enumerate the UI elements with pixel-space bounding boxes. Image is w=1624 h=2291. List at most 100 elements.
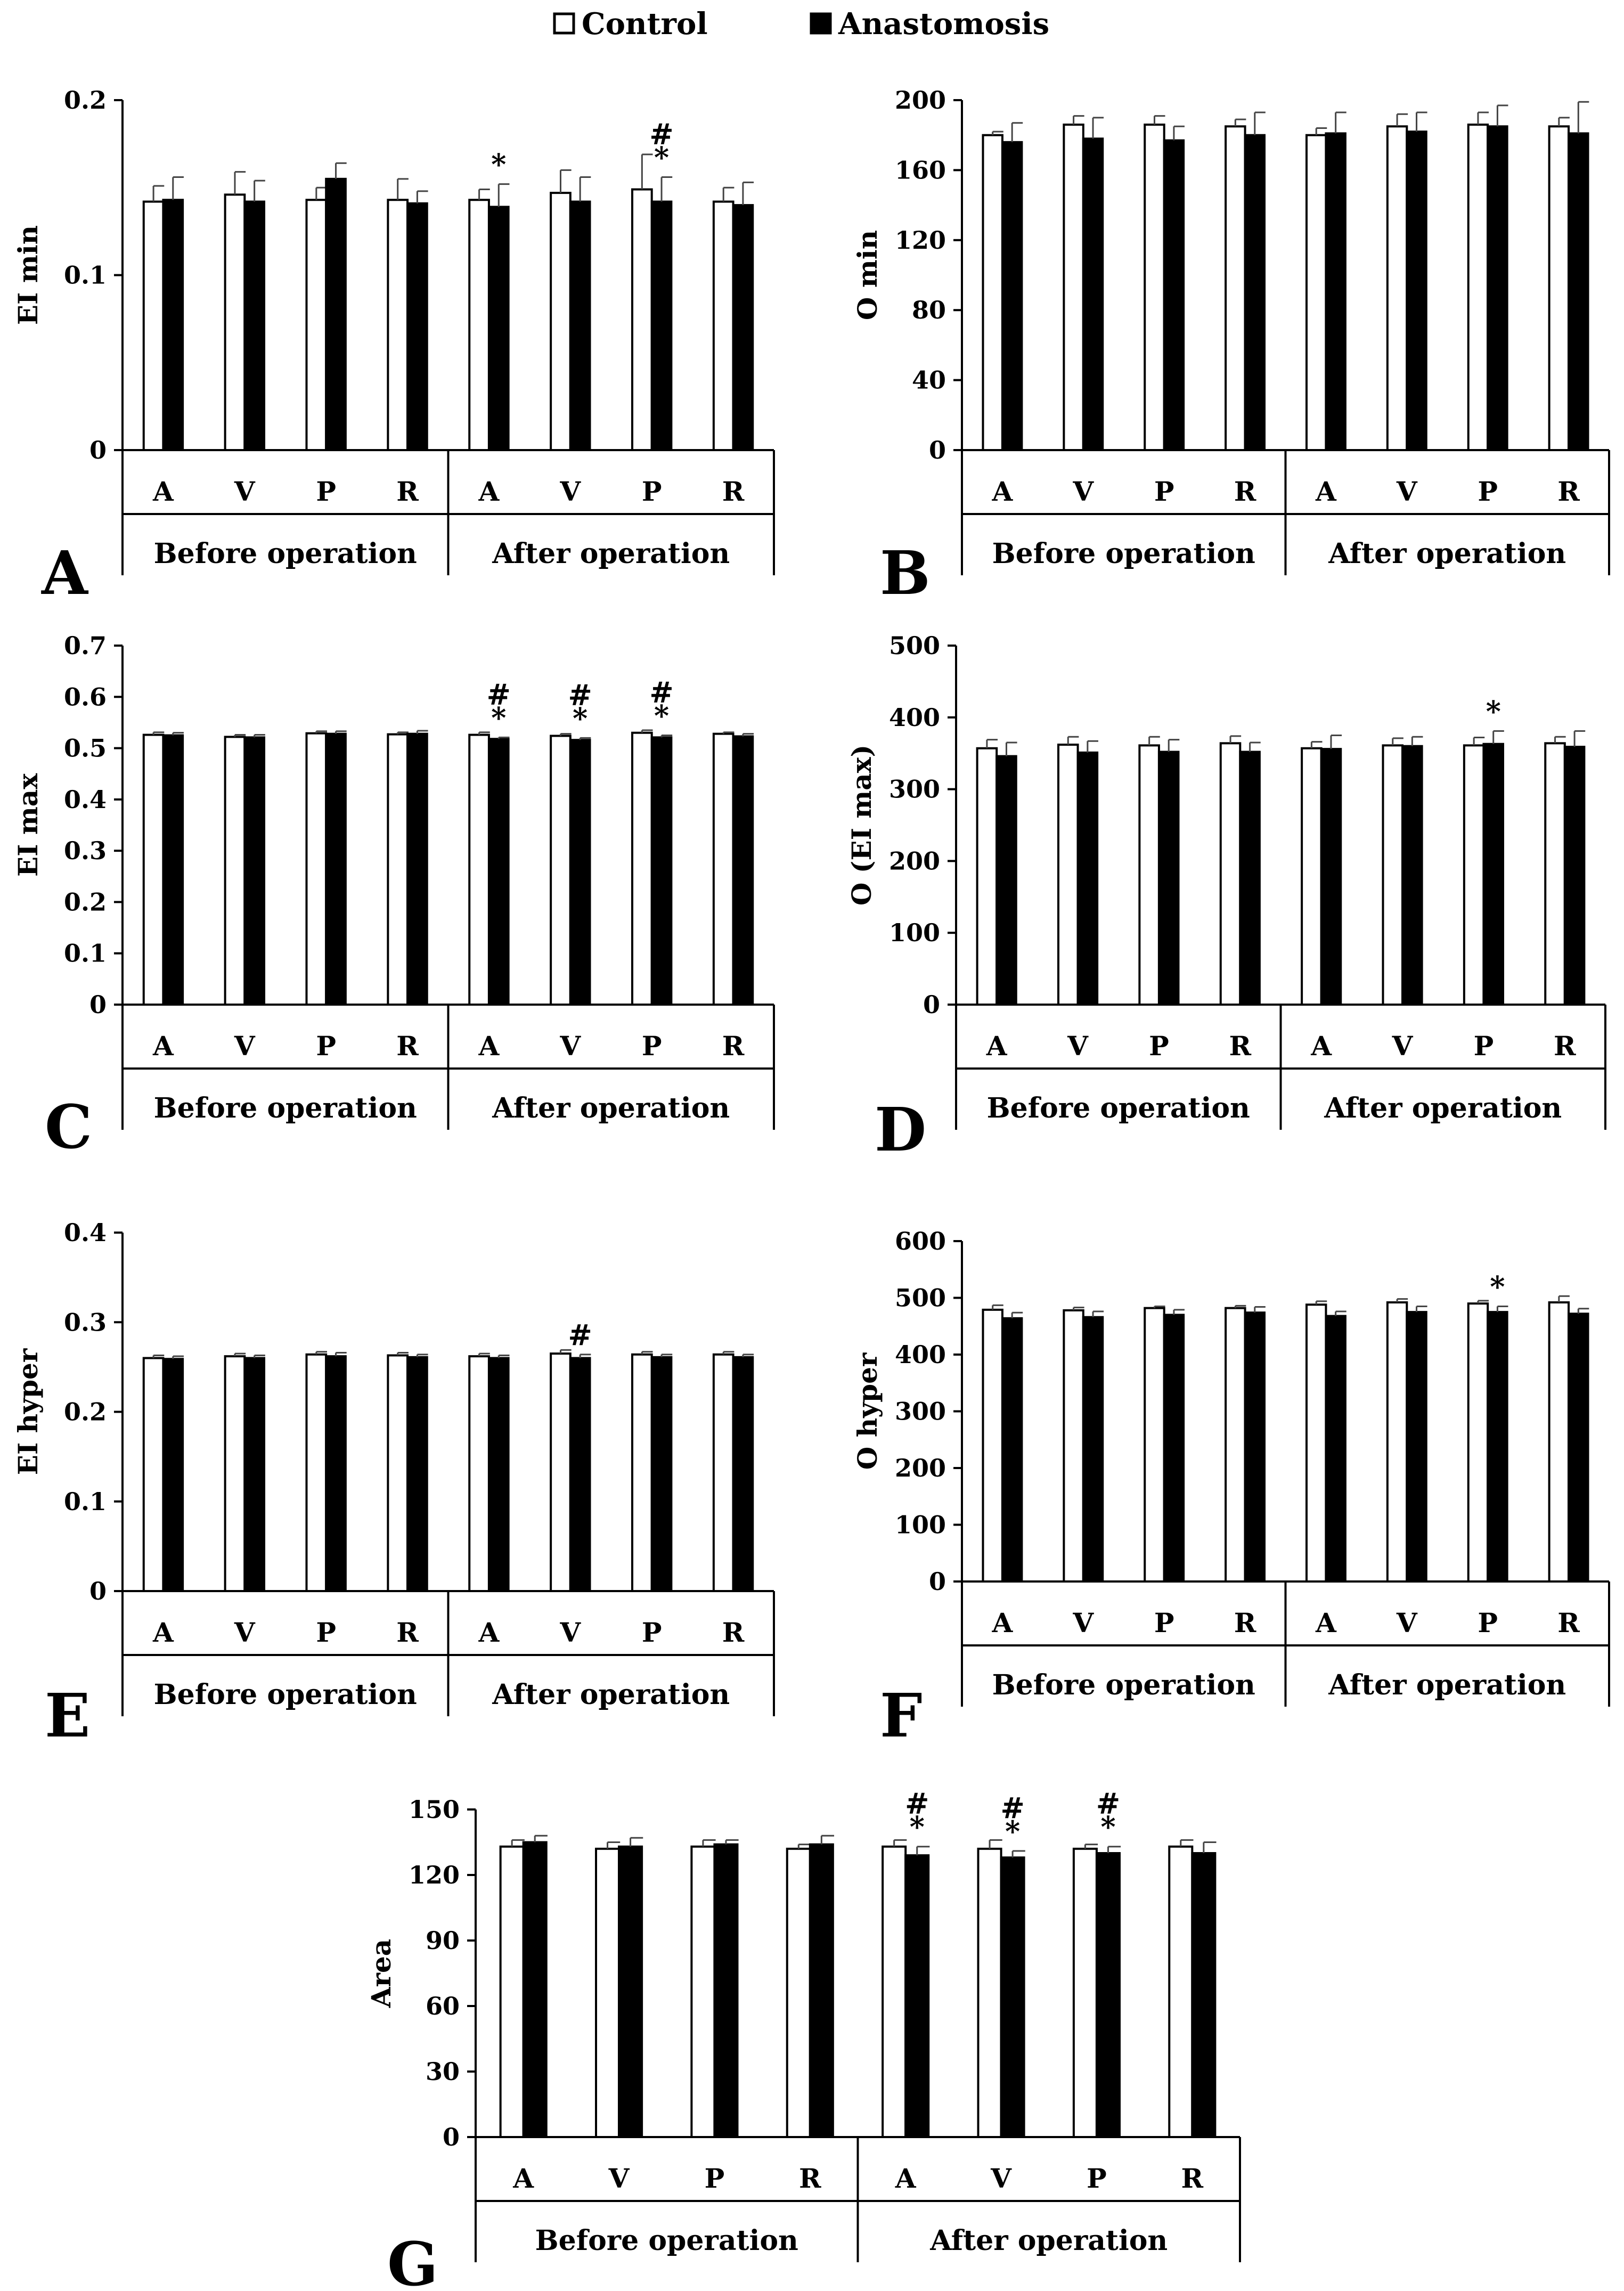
y-tick-label: 0 bbox=[89, 436, 107, 464]
bar-anastomosis bbox=[1482, 743, 1505, 1006]
bar-anastomosis bbox=[1239, 751, 1261, 1006]
bar-anastomosis bbox=[1163, 139, 1185, 451]
bar-anastomosis bbox=[1000, 1856, 1025, 2138]
x-group-label: Before operation bbox=[535, 2224, 798, 2257]
x-category-label: V bbox=[990, 2163, 1012, 2194]
y-tick-label: 0.3 bbox=[64, 1308, 107, 1336]
bar-anastomosis bbox=[1406, 1311, 1427, 1583]
bar-control bbox=[1138, 744, 1160, 1006]
significance-star: * bbox=[1100, 1810, 1115, 1844]
chart-panel-a: 0 0.1 0.2 EI min A V P R A V P R Before operation Aft… bbox=[12, 86, 775, 608]
x-category-label: A bbox=[992, 1607, 1014, 1638]
chart-panel-f: 0 100 200 300 400 500 600 O hyper A V P R A V P R Before… bbox=[852, 1227, 1610, 1751]
bar-anastomosis bbox=[487, 206, 510, 451]
bar-control bbox=[387, 1354, 409, 1592]
bar-control bbox=[1305, 1303, 1327, 1583]
bar-control bbox=[224, 193, 246, 451]
bar-anastomosis bbox=[1082, 1316, 1104, 1583]
x-category-label: P bbox=[1478, 476, 1498, 507]
bar-anastomosis bbox=[995, 755, 1017, 1006]
bar-anastomosis bbox=[1076, 751, 1099, 1006]
bar-anastomosis bbox=[1487, 1311, 1508, 1583]
x-category-label: P bbox=[1474, 1030, 1494, 1062]
bar-anastomosis bbox=[569, 200, 591, 451]
x-group-label: After operation bbox=[1328, 537, 1566, 570]
bar-control bbox=[1168, 1845, 1194, 2138]
bar-control bbox=[224, 1355, 246, 1593]
y-tick-label: 120 bbox=[895, 226, 946, 255]
significance-hash: # bbox=[568, 1318, 592, 1352]
bar-control bbox=[468, 1355, 490, 1593]
y-tick-label: 0.4 bbox=[64, 785, 107, 814]
legend-anastomosis-swatch bbox=[810, 12, 832, 35]
x-category-label: R bbox=[722, 476, 745, 507]
x-category-label: V bbox=[234, 1617, 256, 1648]
y-tick-label: 160 bbox=[895, 156, 946, 184]
bar-control bbox=[982, 1308, 1003, 1583]
panel-letter: E bbox=[45, 1681, 90, 1751]
bar-control bbox=[224, 736, 246, 1006]
bar-control bbox=[1063, 123, 1084, 452]
bar-anastomosis bbox=[406, 202, 428, 451]
x-category-label: A bbox=[986, 1030, 1008, 1062]
bar-anastomosis bbox=[243, 1357, 266, 1593]
bar-anastomosis bbox=[1568, 1312, 1589, 1583]
bar-anastomosis bbox=[162, 734, 184, 1006]
y-tick-label: 400 bbox=[889, 703, 940, 732]
x-group-label: Before operation bbox=[992, 537, 1255, 570]
bar-anastomosis bbox=[1325, 1315, 1346, 1583]
bar-anastomosis bbox=[569, 739, 591, 1006]
x-category-label: R bbox=[1234, 476, 1256, 507]
x-group-label: Before operation bbox=[154, 1092, 417, 1124]
y-tick-label: 0.3 bbox=[64, 836, 107, 865]
bar-anastomosis bbox=[1244, 1311, 1266, 1583]
significance-star: * bbox=[573, 701, 587, 735]
x-category-label: P bbox=[316, 1617, 336, 1648]
significance-hash: # bbox=[649, 117, 673, 151]
bar-control bbox=[1057, 744, 1079, 1006]
x-group-label: After operation bbox=[1324, 1092, 1562, 1124]
y-tick-label: 60 bbox=[426, 1992, 460, 2020]
bar-anastomosis bbox=[1001, 141, 1023, 451]
y-tick-label: 400 bbox=[895, 1340, 946, 1369]
bar-control bbox=[387, 199, 409, 451]
y-tick-label: 0 bbox=[443, 2123, 460, 2151]
panel-letter: D bbox=[875, 1095, 926, 1165]
x-category-label: A bbox=[478, 1617, 500, 1648]
bar-control bbox=[142, 733, 165, 1006]
significance-star: * bbox=[910, 1810, 925, 1844]
bar-control bbox=[595, 1847, 621, 2139]
bar-control bbox=[468, 199, 490, 451]
bar-control bbox=[1063, 1309, 1084, 1583]
bar-control bbox=[786, 1847, 811, 2139]
x-category-label: V bbox=[234, 1030, 256, 1062]
y-tick-label: 200 bbox=[895, 1454, 946, 1482]
y-tick-label: 200 bbox=[895, 86, 946, 115]
y-tick-label: 0 bbox=[929, 1567, 946, 1596]
y-tick-label: 100 bbox=[895, 1511, 946, 1539]
x-category-label: V bbox=[1067, 1030, 1089, 1062]
x-category-label: P bbox=[316, 1030, 336, 1062]
bar-control bbox=[468, 733, 490, 1006]
x-category-label: R bbox=[722, 1617, 745, 1648]
bar-control bbox=[712, 1353, 735, 1593]
x-category-label: A bbox=[1315, 1607, 1337, 1638]
bar-anastomosis bbox=[732, 1356, 754, 1592]
panel-letter: C bbox=[45, 1092, 92, 1162]
x-category-label: P bbox=[642, 1617, 662, 1648]
significance-star: * bbox=[1005, 1814, 1020, 1848]
bar-anastomosis bbox=[1320, 748, 1342, 1006]
chart-panel-e: 0 0.1 0.2 0.3 0.4 EI hyper A V P R A V P R Before oper… bbox=[12, 1218, 775, 1751]
y-tick-label: 0.4 bbox=[64, 1218, 107, 1247]
bar-anastomosis bbox=[243, 200, 266, 451]
x-category-label: R bbox=[396, 1030, 419, 1062]
bar-anastomosis bbox=[162, 199, 184, 451]
bar-anastomosis bbox=[1244, 134, 1266, 451]
x-category-label: V bbox=[1396, 476, 1418, 507]
bar-control bbox=[631, 188, 653, 451]
y-tick-label: 0.2 bbox=[64, 887, 107, 916]
bar-anastomosis bbox=[1163, 1314, 1185, 1583]
legend-control-swatch bbox=[553, 12, 575, 35]
bar-control bbox=[1463, 744, 1485, 1006]
